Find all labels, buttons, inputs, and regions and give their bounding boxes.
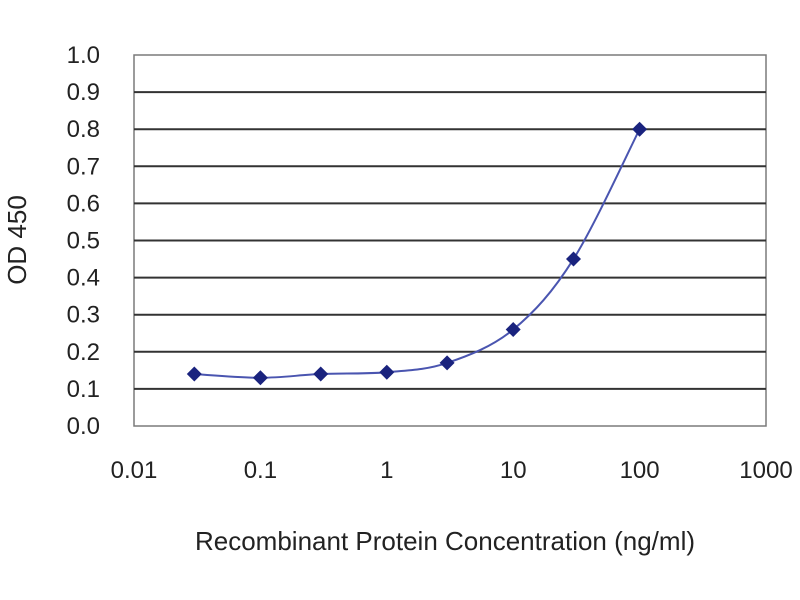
x-tick-label: 0.01	[111, 457, 158, 484]
data-point	[439, 355, 455, 371]
data-points	[186, 121, 648, 386]
y-tick-label: 0.4	[67, 265, 100, 292]
x-tick-label: 1000	[739, 457, 792, 484]
data-point	[313, 366, 329, 382]
x-tick-label: 0.1	[244, 457, 277, 484]
y-axis-title: OD 450	[2, 195, 32, 285]
y-tick-labels: 0.0 0.1 0.2 0.3 0.4 0.5 0.6 0.7 0.8 0.9 1.0	[67, 42, 100, 440]
x-tick-labels: 0.01 0.1 1 10 100 1000	[111, 457, 793, 484]
x-tick-label: 10	[500, 457, 527, 484]
data-point	[252, 370, 268, 386]
data-point	[379, 364, 395, 380]
y-tick-label: 0.6	[67, 190, 100, 217]
fit-curve	[194, 128, 641, 379]
y-tick-label: 0.1	[67, 376, 100, 403]
y-tick-label: 0.9	[67, 79, 100, 106]
data-point	[632, 121, 648, 137]
y-tick-label: 0.3	[67, 302, 100, 329]
y-tick-label: 1.0	[67, 42, 100, 69]
x-tick-label: 100	[620, 457, 660, 484]
data-point	[566, 251, 582, 267]
x-axis-title: Recombinant Protein Concentration (ng/ml…	[195, 526, 695, 556]
y-tick-label: 0.5	[67, 228, 100, 255]
y-tick-label: 0.7	[67, 153, 100, 180]
y-tick-label: 0.2	[67, 339, 100, 366]
x-tick-label: 1	[380, 457, 393, 484]
data-point	[505, 322, 521, 338]
y-tick-label: 0.8	[67, 116, 100, 143]
y-tick-label: 0.0	[67, 413, 100, 440]
data-point	[186, 366, 202, 382]
gridlines	[134, 91, 766, 390]
